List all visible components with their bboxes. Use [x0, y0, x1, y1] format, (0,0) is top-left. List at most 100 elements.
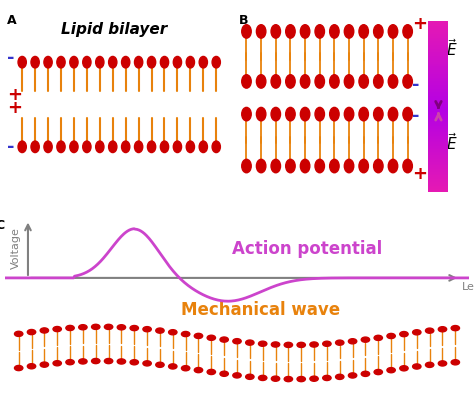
Ellipse shape	[344, 159, 354, 173]
Text: -: -	[412, 76, 420, 94]
Ellipse shape	[121, 141, 130, 153]
Ellipse shape	[256, 75, 266, 88]
Text: $\vec{E}$: $\vec{E}$	[446, 133, 457, 153]
Ellipse shape	[44, 141, 52, 153]
Ellipse shape	[256, 107, 266, 121]
Ellipse shape	[143, 361, 151, 366]
Text: +: +	[412, 165, 428, 183]
Text: -: -	[7, 49, 14, 67]
Ellipse shape	[336, 340, 344, 345]
Ellipse shape	[256, 25, 266, 38]
Ellipse shape	[388, 159, 398, 173]
Ellipse shape	[66, 359, 74, 365]
Ellipse shape	[173, 141, 182, 153]
Ellipse shape	[344, 75, 354, 88]
Ellipse shape	[44, 56, 52, 68]
Ellipse shape	[117, 325, 126, 330]
Ellipse shape	[117, 359, 126, 364]
Ellipse shape	[40, 362, 48, 367]
Ellipse shape	[348, 373, 357, 378]
Ellipse shape	[199, 141, 208, 153]
Ellipse shape	[242, 159, 251, 173]
Ellipse shape	[315, 107, 325, 121]
Ellipse shape	[130, 359, 138, 365]
Ellipse shape	[286, 107, 295, 121]
Ellipse shape	[451, 326, 459, 331]
Ellipse shape	[156, 328, 164, 333]
Ellipse shape	[359, 25, 368, 38]
Ellipse shape	[83, 141, 91, 153]
Ellipse shape	[256, 159, 266, 173]
Ellipse shape	[284, 342, 292, 347]
Ellipse shape	[361, 337, 370, 342]
Ellipse shape	[212, 141, 220, 153]
Ellipse shape	[374, 25, 383, 38]
Ellipse shape	[246, 374, 254, 380]
Ellipse shape	[212, 56, 220, 68]
Ellipse shape	[31, 141, 39, 153]
Ellipse shape	[109, 56, 117, 68]
Ellipse shape	[361, 371, 370, 377]
Text: C: C	[0, 219, 5, 232]
Ellipse shape	[374, 370, 383, 375]
Text: +: +	[7, 99, 22, 117]
Ellipse shape	[271, 342, 280, 347]
Ellipse shape	[91, 359, 100, 364]
Ellipse shape	[438, 327, 447, 332]
Text: -: -	[7, 138, 14, 156]
Text: Action potential: Action potential	[232, 240, 382, 258]
Ellipse shape	[53, 361, 62, 366]
Text: A: A	[7, 14, 17, 27]
Ellipse shape	[242, 25, 251, 38]
Ellipse shape	[271, 25, 281, 38]
Ellipse shape	[388, 25, 398, 38]
Ellipse shape	[31, 56, 39, 68]
Ellipse shape	[18, 56, 27, 68]
Text: Voltage: Voltage	[11, 227, 21, 269]
Ellipse shape	[388, 107, 398, 121]
Ellipse shape	[194, 367, 203, 373]
Text: B: B	[239, 14, 249, 27]
Ellipse shape	[53, 326, 62, 331]
Ellipse shape	[104, 359, 113, 364]
Ellipse shape	[323, 375, 331, 380]
Ellipse shape	[359, 107, 368, 121]
Ellipse shape	[135, 141, 143, 153]
Text: Lipid bilayer: Lipid bilayer	[61, 22, 167, 37]
Ellipse shape	[147, 141, 155, 153]
Ellipse shape	[57, 56, 65, 68]
Ellipse shape	[284, 377, 292, 382]
Ellipse shape	[135, 56, 143, 68]
Ellipse shape	[27, 329, 36, 335]
Ellipse shape	[70, 56, 78, 68]
Ellipse shape	[451, 360, 459, 365]
Text: Mechanical wave: Mechanical wave	[181, 301, 340, 319]
Ellipse shape	[169, 330, 177, 335]
Text: +: +	[412, 15, 428, 33]
Ellipse shape	[79, 359, 87, 364]
Ellipse shape	[194, 333, 203, 339]
Ellipse shape	[388, 75, 398, 88]
Ellipse shape	[412, 364, 421, 369]
Ellipse shape	[301, 75, 310, 88]
Ellipse shape	[160, 141, 169, 153]
Ellipse shape	[329, 159, 339, 173]
Ellipse shape	[160, 56, 169, 68]
Ellipse shape	[315, 75, 325, 88]
Text: -: -	[412, 107, 420, 125]
Ellipse shape	[297, 377, 305, 382]
Ellipse shape	[173, 56, 182, 68]
Ellipse shape	[426, 362, 434, 367]
Ellipse shape	[301, 159, 310, 173]
Ellipse shape	[271, 75, 281, 88]
Text: $\vec{E}$: $\vec{E}$	[446, 38, 457, 59]
Ellipse shape	[186, 141, 194, 153]
Ellipse shape	[109, 141, 117, 153]
Ellipse shape	[374, 335, 383, 341]
Ellipse shape	[374, 75, 383, 88]
Ellipse shape	[329, 107, 339, 121]
Ellipse shape	[242, 107, 251, 121]
Ellipse shape	[258, 375, 267, 380]
Ellipse shape	[412, 330, 421, 335]
Ellipse shape	[400, 331, 408, 337]
